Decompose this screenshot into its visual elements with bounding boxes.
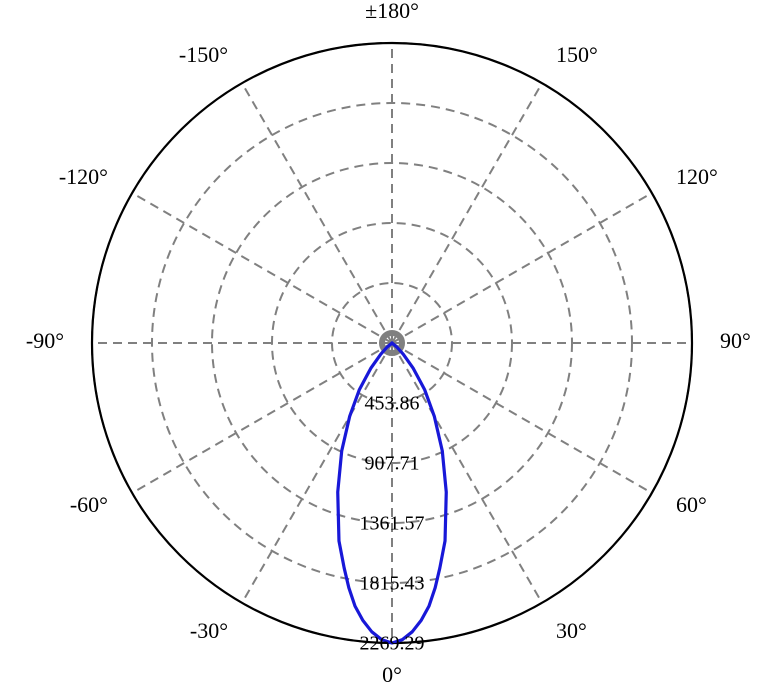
radial-tick-label: 2269.29	[360, 633, 425, 655]
angle-label: -60°	[70, 492, 108, 517]
angle-label: 150°	[556, 42, 598, 67]
angle-label: 0°	[382, 662, 402, 687]
angle-label: -30°	[190, 618, 228, 643]
angle-label: -150°	[179, 42, 228, 67]
angle-label: 90°	[720, 328, 751, 353]
angle-label: 120°	[676, 164, 718, 189]
angle-label: 30°	[556, 618, 587, 643]
angle-label: -120°	[59, 164, 108, 189]
radial-tick-label: 907.71	[365, 453, 420, 475]
radial-tick-label: 453.86	[365, 393, 420, 415]
angle-label: 60°	[676, 492, 707, 517]
radial-tick-label: 1361.57	[360, 513, 425, 535]
angle-label: -90°	[26, 328, 64, 353]
polar-chart: 453.86 907.71 1361.57 1815.43 2269.29 0° 30° 6…	[0, 0, 784, 687]
angle-label: ±180°	[365, 0, 419, 23]
radial-tick-label: 1815.43	[360, 573, 425, 595]
